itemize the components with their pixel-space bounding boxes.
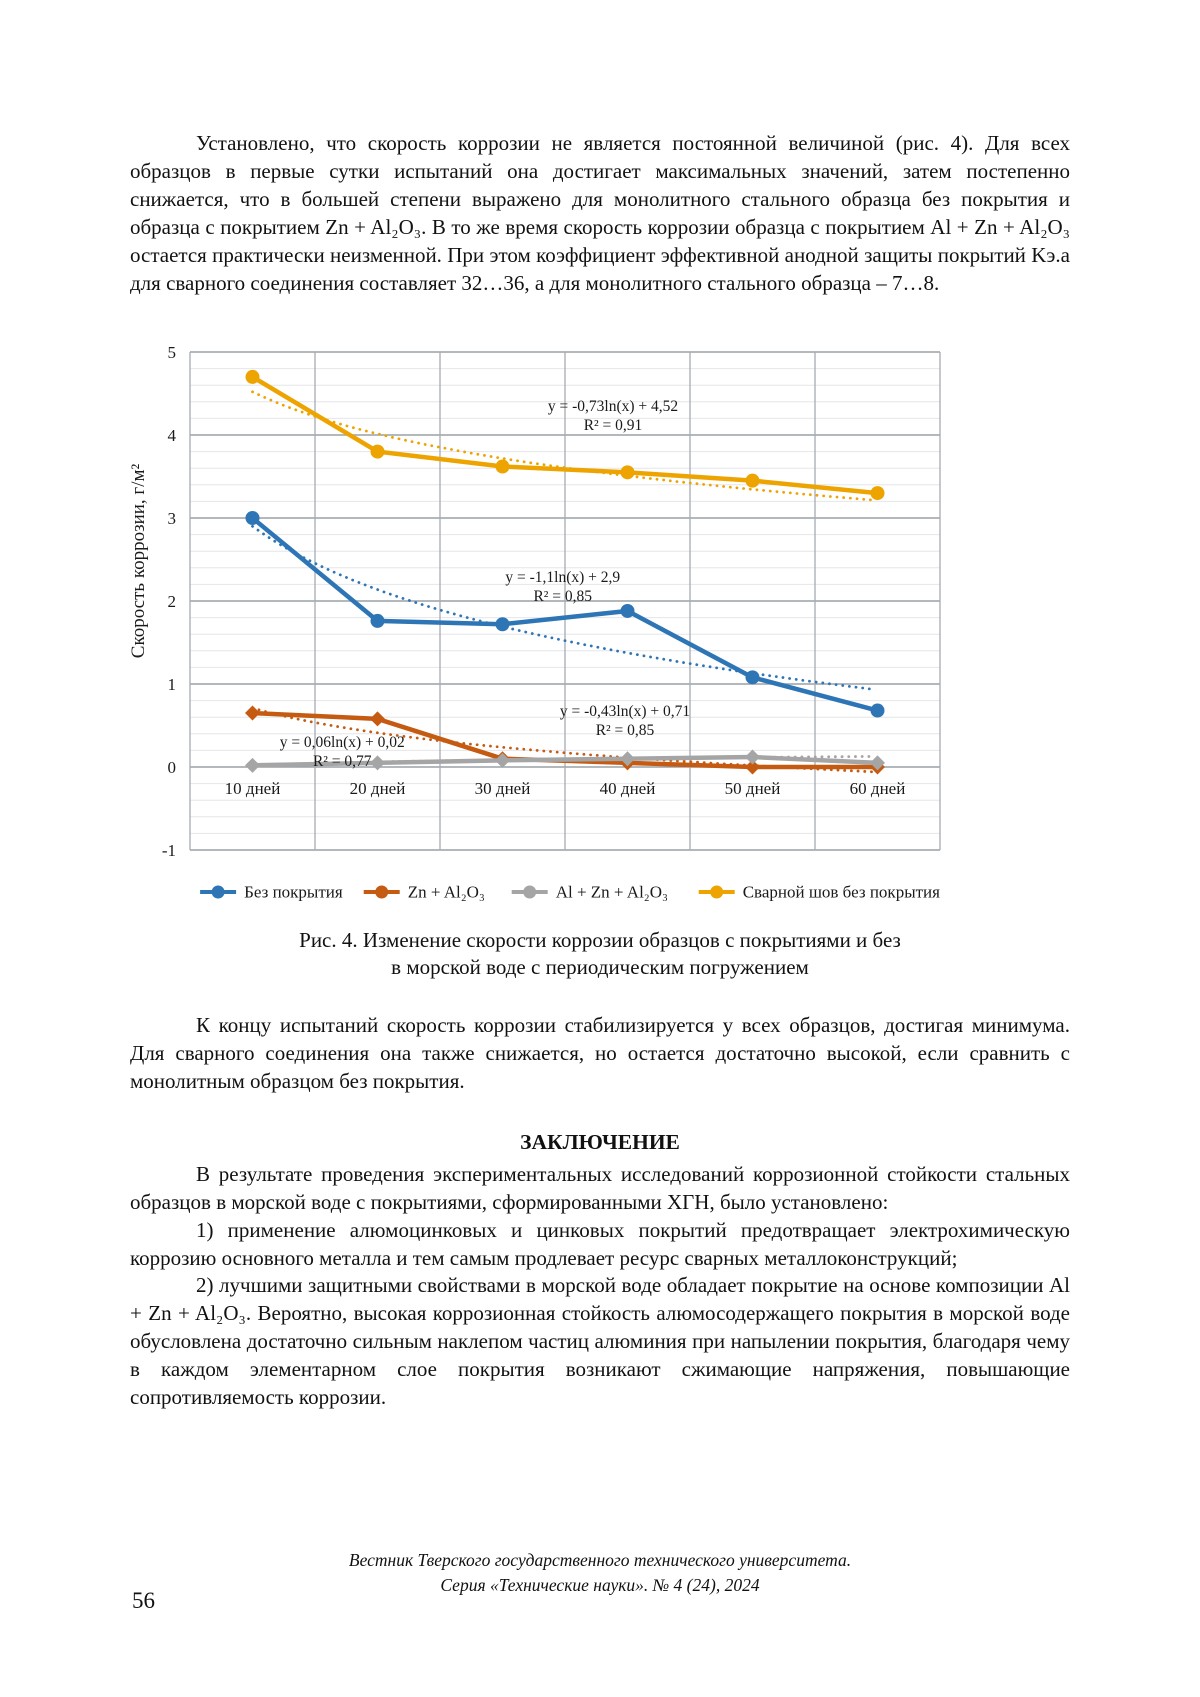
conclusion-heading: ЗАКЛЮЧЕНИЕ bbox=[520, 1129, 680, 1154]
svg-text:Zn + Al₂O₃: Zn + Al₂O₃ bbox=[408, 882, 485, 901]
figure-caption-line2: в морской воде с периодическим погружени… bbox=[391, 955, 809, 980]
journal-footer-line1: Вестник Тверского государственного техни… bbox=[348, 1550, 852, 1570]
svg-text:y = -0,73ln(x) + 4,52: y = -0,73ln(x) + 4,52 bbox=[548, 397, 678, 414]
svg-text:Скорость коррозии, г/м²: Скорость коррозии, г/м² bbox=[128, 463, 149, 658]
svg-text:3: 3 bbox=[168, 509, 177, 528]
conclusion-item-1: 1) применение алюмоцинковых и цинковых п… bbox=[130, 1217, 1070, 1270]
figure-caption: Рис. 4. Изменение скорости коррозии обра… bbox=[130, 927, 1070, 982]
svg-text:Al + Zn + Al₂O₃: Al + Zn + Al₂O₃ bbox=[556, 882, 668, 901]
svg-text:0: 0 bbox=[168, 758, 177, 777]
svg-text:y = -0,43ln(x) + 0,71: y = -0,43ln(x) + 0,71 bbox=[560, 703, 690, 720]
svg-text:2: 2 bbox=[168, 592, 177, 611]
page-number: 56 bbox=[132, 1588, 155, 1613]
svg-text:Без покрытия: Без покрытия bbox=[244, 882, 343, 901]
svg-text:10 дней: 10 дней bbox=[225, 779, 281, 798]
figure-4-chart: -1 0 1 2 3 4 5 10 дней 20 дней 30 дней 40 дней 50 д… bbox=[128, 316, 1070, 921]
conclusion-intro: В результате проведения экспериментальны… bbox=[130, 1161, 1070, 1214]
conclusion-item-2: 2) лучшими защитными свойствами в морско… bbox=[130, 1273, 1070, 1410]
svg-text:50 дней: 50 дней bbox=[725, 779, 781, 798]
journal-footer-line2: Серия «Технические науки». № 4 (24), 202… bbox=[440, 1575, 760, 1596]
journal-footer: Вестник Тверского государственного техни… bbox=[130, 1548, 1070, 1599]
corrosion-rate-line-chart: -1 0 1 2 3 4 5 10 дней 20 дней 30 дней 40 дней 50 д… bbox=[128, 343, 941, 901]
spacer bbox=[130, 982, 1070, 1012]
paragraph-corrosion-rate: Установлено, что скорость коррозии не яв… bbox=[130, 131, 1070, 295]
svg-text:1: 1 bbox=[168, 675, 177, 694]
svg-text:20 дней: 20 дней bbox=[350, 779, 406, 798]
svg-text:4: 4 bbox=[168, 426, 177, 445]
svg-text:y = -1,1ln(x) + 2,9: y = -1,1ln(x) + 2,9 bbox=[505, 569, 620, 586]
svg-text:Сварной шов без покрытия: Сварной шов без покрытия bbox=[743, 882, 940, 901]
svg-text:5: 5 bbox=[168, 343, 177, 362]
figure-caption-line1: Рис. 4. Изменение скорости коррозии обра… bbox=[299, 927, 901, 952]
svg-text:40 дней: 40 дней bbox=[600, 779, 656, 798]
svg-text:R² = 0,85: R² = 0,85 bbox=[533, 588, 592, 605]
svg-text:R² = 0,91: R² = 0,91 bbox=[584, 416, 643, 433]
svg-text:R² = 0,85: R² = 0,85 bbox=[596, 722, 655, 739]
paragraph-test-end: К концу испытаний скорость коррозии стаб… bbox=[130, 1012, 1070, 1093]
svg-text:60 дней: 60 дней bbox=[850, 779, 906, 798]
svg-text:y = 0,06ln(x) + 0,02: y = 0,06ln(x) + 0,02 bbox=[280, 733, 405, 750]
svg-text:-1: -1 bbox=[162, 841, 176, 860]
svg-text:R² = 0,77: R² = 0,77 bbox=[313, 752, 372, 769]
svg-text:30 дней: 30 дней bbox=[475, 779, 531, 798]
